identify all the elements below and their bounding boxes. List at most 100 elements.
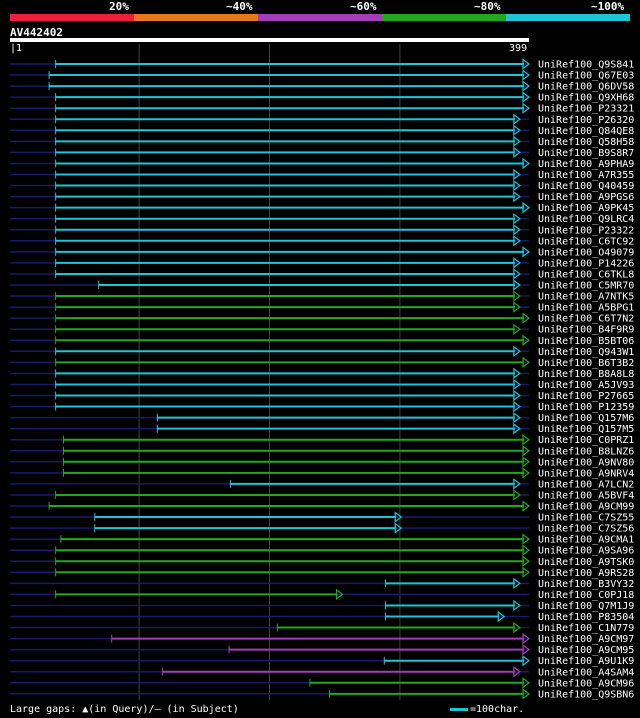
hit-label[interactable]: UniRef100_A9RS28: [538, 568, 634, 579]
hit-arrow-icon: [522, 157, 530, 170]
legend-segment: [134, 14, 258, 21]
hit-label[interactable]: UniRef100_P27665: [538, 391, 634, 402]
hit-label[interactable]: UniRef100_A9NV80: [538, 457, 634, 468]
hit-label[interactable]: UniRef100_Q9SBN6: [538, 689, 634, 700]
hit-label[interactable]: UniRef100_A5JV93: [538, 380, 634, 391]
query-name: AV442402: [10, 26, 63, 39]
hit-arrow-icon: [522, 102, 530, 114]
hit-arrow-icon: [513, 400, 521, 413]
hit-label[interactable]: UniRef100_Q9XH68: [538, 93, 634, 104]
hit-arrow-icon: [522, 201, 530, 214]
hit-label[interactable]: UniRef100_Q9LRC4: [538, 214, 634, 225]
hit-label[interactable]: UniRef100_A9CM96: [538, 678, 634, 689]
hit-label[interactable]: UniRef100_A9CMA1: [538, 535, 634, 546]
hit-label[interactable]: UniRef100_A9PK45: [538, 203, 634, 214]
hit-label[interactable]: UniRef100_Q58H58: [538, 137, 634, 148]
hit-label[interactable]: UniRef100_P26320: [538, 115, 634, 126]
hit-label[interactable]: UniRef100_Q6DV58: [538, 82, 634, 93]
hit-label[interactable]: UniRef100_Q943W1: [538, 347, 634, 358]
hit-arrow-icon: [513, 279, 521, 291]
query-start-tick: |1: [10, 43, 23, 54]
hit-arrow-icon: [513, 113, 521, 125]
hit-label[interactable]: UniRef100_A9CM99: [538, 502, 634, 513]
hit-label[interactable]: UniRef100_P83504: [538, 612, 634, 623]
hit-label[interactable]: UniRef100_A9CM95: [538, 645, 634, 656]
hit-label[interactable]: UniRef100_A9NRV4: [538, 468, 634, 479]
hit-label[interactable]: UniRef100_A9PHA9: [538, 159, 634, 170]
hit-arrow-icon: [394, 511, 403, 523]
hit-label[interactable]: UniRef100_A4SAM4: [538, 667, 634, 678]
hit-label[interactable]: UniRef100_C6TKL8: [538, 269, 634, 280]
hit-label[interactable]: UniRef100_Q40459: [538, 181, 634, 192]
hit-arrow-icon: [522, 533, 530, 545]
hit-label[interactable]: UniRef100_A7R355: [538, 170, 634, 181]
hit-arrow-icon: [522, 467, 530, 479]
hit-label[interactable]: UniRef100_A5BVF4: [538, 490, 634, 501]
hit-arrow-icon: [513, 179, 521, 192]
hit-arrow-icon: [513, 389, 521, 402]
hit-arrow-icon: [513, 168, 521, 181]
hit-label[interactable]: UniRef100_C0PJ18: [538, 590, 634, 601]
hit-arrow-icon: [522, 555, 530, 567]
hit-arrow-icon: [522, 544, 530, 556]
query-bar: [10, 38, 529, 42]
hit-arrow-icon: [513, 135, 521, 148]
hit-label[interactable]: UniRef100_B9S8R7: [538, 148, 634, 159]
hit-label[interactable]: UniRef100_A5BPG1: [538, 303, 634, 314]
hit-label[interactable]: UniRef100_B8LNZ6: [538, 446, 634, 457]
hit-label[interactable]: UniRef100_C0PRZ1: [538, 435, 634, 446]
legend-label: 20%: [109, 0, 129, 13]
hit-label[interactable]: UniRef100_C6T7N2: [538, 314, 634, 325]
hit-label[interactable]: UniRef100_C6TC92: [538, 236, 634, 247]
hit-label[interactable]: UniRef100_Q157M5: [538, 424, 634, 435]
hit-arrow-icon: [522, 246, 530, 258]
hit-arrow-icon: [513, 124, 521, 137]
hit-arrow-icon: [513, 367, 521, 380]
legend-label: ~100%: [591, 0, 625, 13]
hit-label[interactable]: UniRef100_A7NTK5: [538, 292, 634, 303]
hit-label[interactable]: UniRef100_Q9S841: [538, 60, 634, 71]
hit-arrow-icon: [522, 677, 530, 689]
hit-label[interactable]: UniRef100_C1N779: [538, 623, 634, 634]
hit-label[interactable]: UniRef100_B6T3B2: [538, 358, 634, 369]
hit-arrow-icon: [522, 500, 530, 512]
hit-arrow-icon: [513, 411, 521, 424]
hit-label[interactable]: UniRef100_A9SA96: [538, 546, 634, 557]
identity-color-legend: [10, 14, 630, 21]
hit-arrow-icon: [513, 422, 521, 435]
hit-label[interactable]: UniRef100_C7SZ56: [538, 524, 634, 535]
hit-label[interactable]: UniRef100_A9PGS6: [538, 192, 634, 203]
hit-label[interactable]: UniRef100_Q67E03: [538, 71, 634, 82]
hit-arrow-icon: [513, 345, 521, 357]
hit-arrow-icon: [522, 445, 530, 457]
gaps-legend: Large gaps: ▲(in Query)/– (in Subject): [10, 704, 239, 715]
hit-arrow-icon: [522, 655, 530, 667]
hit-label[interactable]: UniRef100_P23321: [538, 104, 634, 115]
hit-label[interactable]: UniRef100_Q84QE8: [538, 126, 634, 137]
hit-label[interactable]: UniRef100_C5MR70: [538, 281, 634, 292]
hit-arrow-icon: [513, 301, 521, 313]
hit-arrow-icon: [522, 456, 530, 468]
hit-label[interactable]: UniRef100_A9U1K9: [538, 656, 634, 667]
hit-arrow-icon: [513, 378, 521, 391]
hit-arrow-icon: [522, 312, 530, 324]
hit-label[interactable]: UniRef100_P14226: [538, 258, 634, 269]
hit-label[interactable]: UniRef100_A9CM97: [538, 634, 634, 645]
hit-label[interactable]: UniRef100_P12359: [538, 402, 634, 413]
hit-label[interactable]: UniRef100_A9TSK0: [538, 557, 634, 568]
hit-label[interactable]: UniRef100_C7SZ55: [538, 513, 634, 524]
hit-label[interactable]: UniRef100_P23322: [538, 225, 634, 236]
hit-label[interactable]: UniRef100_O49079: [538, 247, 634, 258]
hit-arrow-icon: [522, 69, 530, 81]
hit-arrow-icon: [513, 577, 521, 590]
hit-label[interactable]: UniRef100_B4F9R9: [538, 325, 634, 336]
hit-label[interactable]: UniRef100_B3VY32: [538, 579, 634, 590]
hit-label[interactable]: UniRef100_Q7M1J9: [538, 601, 634, 612]
hit-label[interactable]: UniRef100_Q157M6: [538, 413, 634, 424]
hit-arrow-icon: [513, 621, 521, 634]
legend-segment: [506, 14, 630, 21]
hit-label[interactable]: UniRef100_A7LCN2: [538, 479, 634, 490]
hit-label[interactable]: UniRef100_B8A8L8: [538, 369, 634, 380]
hit-label[interactable]: UniRef100_B5BT06: [538, 336, 634, 347]
